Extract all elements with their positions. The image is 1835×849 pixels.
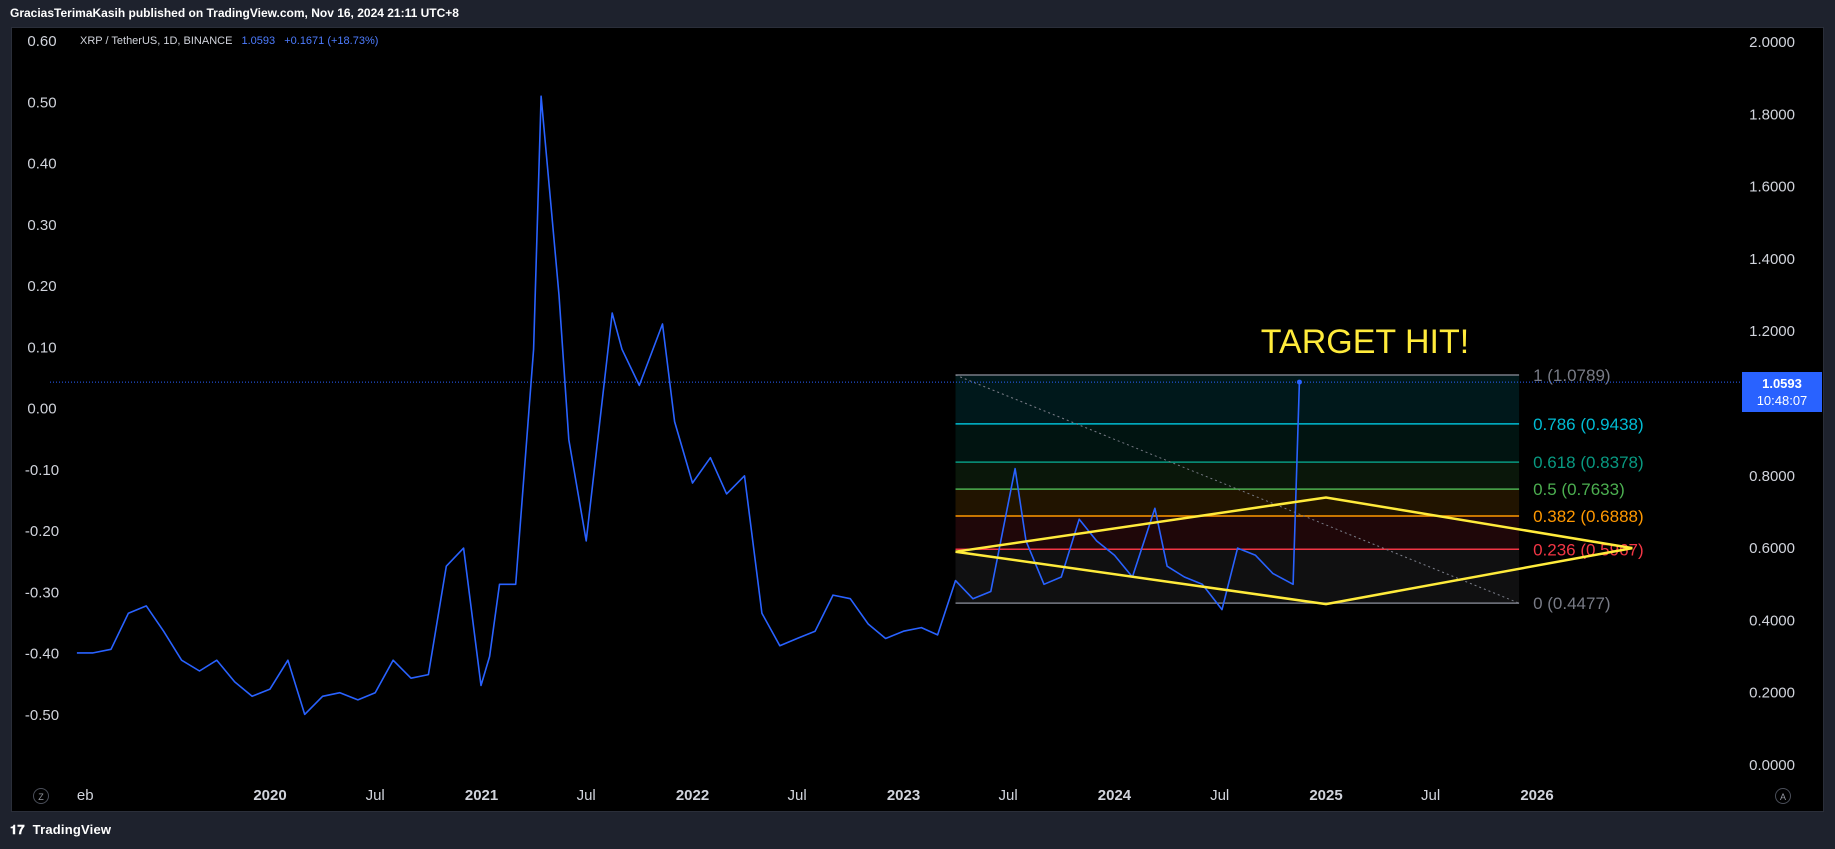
left-axis-tick: -0.50 [25, 707, 59, 724]
symbol-label: XRP / TetherUS, 1D, BINANCE [80, 35, 233, 47]
right-axis-tick: 0.8000 [1749, 468, 1795, 485]
right-axis-tick: 0.2000 [1749, 685, 1795, 702]
bar-countdown: 10:48:07 [1756, 393, 1808, 408]
x-axis-tick: Jul [366, 787, 385, 804]
legend-change: +0.1671 (+18.73%) [284, 35, 379, 47]
fib-level-label: 0.618 (0.8378) [1533, 453, 1644, 472]
auto-scale-a-button[interactable]: A [1775, 788, 1791, 804]
left-axis-tick: 0.20 [27, 278, 56, 295]
fib-level-label: 1 (1.0789) [1533, 366, 1611, 385]
symbol-legend[interactable]: XRP / TetherUS, 1D, BINANCE 1.0593 +0.16… [80, 35, 378, 47]
right-axis-tick: 1.4000 [1749, 251, 1795, 268]
last-price-tag: 1.0593 10:48:07 [1742, 372, 1822, 412]
tradingview-logo-icon: 𝟏𝟕 [10, 823, 25, 838]
fib-level-label: 0.786 (0.9438) [1533, 415, 1644, 434]
legend-price: 1.0593 [241, 35, 276, 47]
left-axis-tick: 0.60 [27, 33, 56, 50]
left-axis-tick: -0.10 [25, 462, 59, 479]
left-axis-tick: 0.50 [27, 94, 56, 111]
x-axis-tick: 2020 [253, 787, 286, 804]
triangle-pattern-line [955, 496, 1633, 553]
x-axis-tick: Jul [577, 787, 596, 804]
left-axis-tick: -0.20 [25, 523, 59, 540]
fib-zone [955, 423, 1520, 463]
x-axis-tick: Jul [999, 787, 1018, 804]
right-axis-tick: 1.8000 [1749, 106, 1795, 123]
fib-zone [955, 515, 1520, 550]
right-axis-tick: 0.4000 [1749, 612, 1795, 629]
price-line [76, 95, 1301, 716]
fib-zone [955, 462, 1520, 490]
footer-bar: 𝟏𝟕 TradingView [0, 812, 1835, 849]
right-axis-tick: 0.6000 [1749, 540, 1795, 557]
x-axis-tick: Jul [788, 787, 807, 804]
fib-zone [955, 489, 1520, 516]
tradingview-brand[interactable]: 𝟏𝟕 TradingView [10, 822, 111, 838]
x-axis-tick: eb [77, 787, 94, 804]
publisher-header: GraciasTerimaKasih published on TradingV… [0, 0, 1835, 27]
left-axis-tick: 0.00 [27, 401, 56, 418]
fib-level-label: 0 (0.4477) [1533, 594, 1611, 613]
target-hit-annotation: TARGET HIT! [1261, 323, 1469, 361]
left-axis-tick: -0.40 [25, 646, 59, 663]
x-axis-tick: 2024 [1098, 787, 1132, 804]
publisher-text: GraciasTerimaKasih published on TradingV… [10, 6, 459, 20]
right-axis-tick: 1.6000 [1749, 179, 1795, 196]
left-axis-tick: 0.30 [27, 217, 56, 234]
x-axis-tick: 2026 [1520, 787, 1553, 804]
auto-scale-z-button[interactable]: Z [33, 788, 49, 804]
left-axis-tick: -0.30 [25, 584, 59, 601]
fib-level-label: 0.5 (0.7633) [1533, 480, 1625, 499]
x-axis-tick: 2023 [887, 787, 920, 804]
right-axis-tick: 1.2000 [1749, 323, 1795, 340]
x-axis-tick: 2022 [676, 787, 709, 804]
x-axis-tick: 2021 [465, 787, 498, 804]
left-axis-tick: 0.40 [27, 156, 56, 173]
left-axis-tick: 0.10 [27, 339, 56, 356]
fib-level-label: 0.382 (0.6888) [1533, 507, 1644, 526]
x-axis-tick: 2025 [1309, 787, 1342, 804]
last-price-value: 1.0593 [1762, 376, 1802, 391]
right-axis-tick: 2.0000 [1749, 34, 1795, 51]
x-axis-tick: Jul [1421, 787, 1440, 804]
last-price-point [1296, 379, 1302, 385]
right-axis-tick: 0.0000 [1749, 757, 1795, 774]
brand-label: TradingView [32, 822, 112, 837]
fib-zone [955, 549, 1520, 604]
chart-panel[interactable] [11, 27, 1824, 812]
fib-zone [955, 374, 1520, 424]
x-axis-tick: Jul [1210, 787, 1229, 804]
triangle-pattern-line [955, 546, 1633, 606]
fib-trend-line [955, 374, 1520, 604]
